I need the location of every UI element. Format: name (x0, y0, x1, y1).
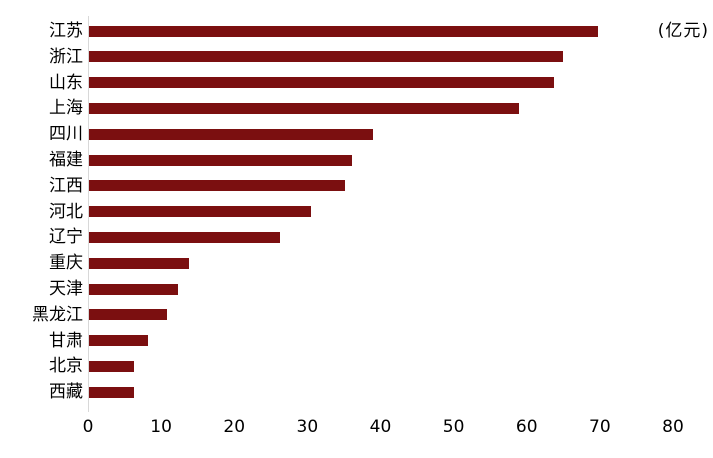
x-tick-label: 70 (589, 417, 611, 437)
category-label: 上海 (49, 98, 83, 119)
bar (89, 309, 168, 321)
bar (89, 51, 563, 63)
category-label: 天津 (49, 279, 83, 299)
category-label: 黑龙江 (32, 304, 83, 325)
bar (89, 102, 519, 114)
bar (89, 128, 374, 140)
category-label: 西藏 (49, 382, 83, 403)
category-label: 四川 (49, 124, 83, 145)
category-label: 河北 (49, 201, 83, 222)
bar (89, 180, 345, 192)
bar (89, 386, 134, 398)
unit-label: (亿元) (657, 21, 709, 41)
category-label: 辽宁 (49, 227, 83, 248)
category-label: 江苏 (49, 21, 83, 41)
bar (89, 257, 190, 269)
x-tick-label: 80 (662, 417, 684, 437)
x-tick-label: 20 (223, 417, 246, 437)
x-tick-label: 0 (82, 417, 94, 437)
bar (89, 231, 280, 243)
bar (89, 25, 598, 37)
bar (89, 206, 312, 218)
x-tick-label: 30 (296, 417, 319, 437)
x-tick-label: 50 (442, 417, 465, 437)
category-label: 山东 (49, 72, 83, 93)
category-label: 重庆 (49, 253, 83, 274)
x-tick-label: 40 (369, 417, 392, 437)
category-label: 福建 (49, 150, 83, 170)
category-label: 甘肃 (49, 330, 83, 351)
x-tick-label: 10 (150, 417, 172, 437)
bar (89, 283, 179, 295)
x-tick-label: 60 (515, 417, 538, 437)
category-label: 北京 (49, 356, 83, 377)
bar (89, 154, 353, 166)
y-axis-line (88, 16, 89, 412)
category-label: 江西 (49, 175, 83, 196)
bar (89, 77, 555, 89)
bar (89, 335, 149, 347)
category-label: 浙江 (49, 46, 83, 67)
bar (89, 360, 135, 372)
